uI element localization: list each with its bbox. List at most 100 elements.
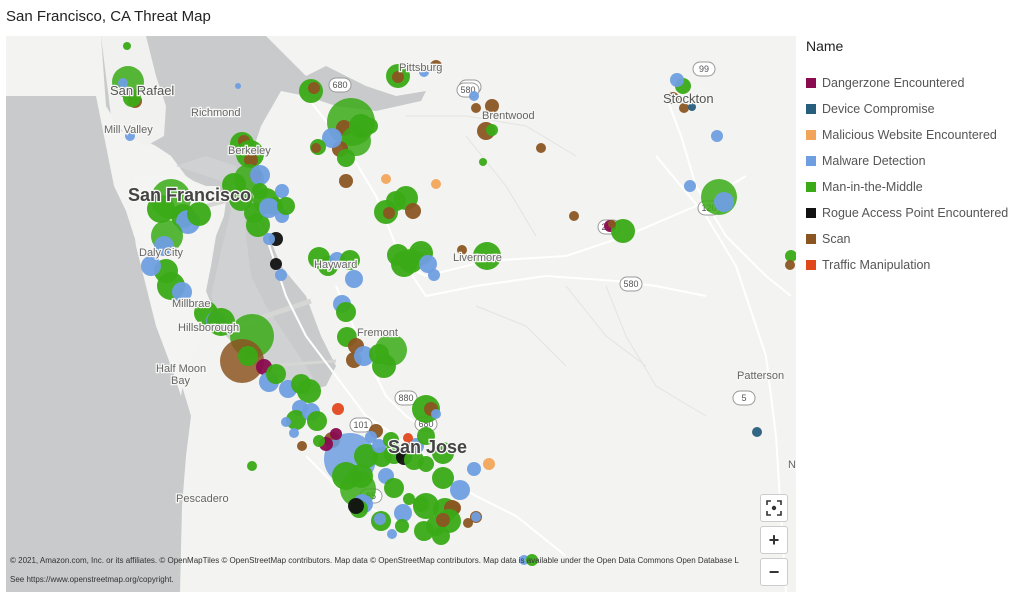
legend-item[interactable]: Dangerzone Encountered bbox=[806, 70, 1016, 96]
threat-marker[interactable] bbox=[483, 458, 495, 470]
threat-marker[interactable] bbox=[286, 410, 306, 430]
threat-marker[interactable] bbox=[313, 435, 325, 447]
threat-marker[interactable] bbox=[141, 256, 161, 276]
threat-marker[interactable] bbox=[330, 428, 342, 440]
legend-item[interactable]: Rogue Access Point Encountered bbox=[806, 200, 1016, 226]
threat-marker[interactable] bbox=[419, 67, 429, 77]
legend-item[interactable]: Man-in-the-Middle bbox=[806, 174, 1016, 200]
threat-marker[interactable] bbox=[235, 83, 241, 89]
threat-marker[interactable] bbox=[667, 92, 679, 104]
recenter-button[interactable] bbox=[760, 494, 788, 522]
threat-marker[interactable] bbox=[270, 258, 282, 270]
threat-marker[interactable] bbox=[266, 364, 286, 384]
threat-marker[interactable] bbox=[608, 220, 616, 228]
threat-marker[interactable] bbox=[428, 269, 440, 281]
threat-marker[interactable] bbox=[450, 480, 470, 500]
threat-marker[interactable] bbox=[714, 192, 734, 212]
threat-marker[interactable] bbox=[340, 250, 360, 270]
threat-marker[interactable] bbox=[275, 269, 287, 281]
threat-marker[interactable] bbox=[785, 250, 796, 262]
threat-marker[interactable] bbox=[785, 260, 795, 270]
threat-marker[interactable] bbox=[281, 417, 291, 427]
threat-marker[interactable] bbox=[394, 504, 412, 522]
threat-marker[interactable] bbox=[711, 130, 723, 142]
threat-marker[interactable] bbox=[247, 461, 257, 471]
legend-item[interactable]: Malware Detection bbox=[806, 148, 1016, 174]
threat-marker[interactable] bbox=[311, 143, 321, 153]
threat-marker[interactable] bbox=[395, 519, 409, 533]
threat-marker[interactable] bbox=[432, 467, 454, 489]
threat-marker[interactable] bbox=[419, 255, 437, 273]
threat-marker[interactable] bbox=[432, 527, 450, 545]
legend-item[interactable]: Traffic Manipulation bbox=[806, 252, 1016, 278]
threat-marker[interactable] bbox=[536, 143, 546, 153]
threat-marker[interactable] bbox=[118, 78, 128, 88]
threat-marker[interactable] bbox=[348, 498, 364, 514]
legend-item[interactable]: Device Compromise bbox=[806, 96, 1016, 122]
threat-map[interactable]: 680499120205580580580880680101855 San Ra… bbox=[6, 36, 796, 592]
threat-marker[interactable] bbox=[372, 439, 386, 453]
threat-marker[interactable] bbox=[418, 456, 434, 472]
threat-marker[interactable] bbox=[387, 529, 397, 539]
threat-marker[interactable] bbox=[473, 242, 501, 270]
threat-marker[interactable] bbox=[679, 103, 689, 113]
threat-marker[interactable] bbox=[471, 512, 481, 522]
threat-marker[interactable] bbox=[688, 103, 696, 111]
threat-marker[interactable] bbox=[187, 202, 211, 226]
threat-marker[interactable] bbox=[238, 346, 258, 366]
threat-marker[interactable] bbox=[519, 555, 529, 565]
threat-marker[interactable] bbox=[486, 124, 498, 136]
threat-marker[interactable] bbox=[611, 219, 635, 243]
threat-marker[interactable] bbox=[123, 89, 141, 107]
threat-marker[interactable] bbox=[467, 462, 481, 476]
threat-marker[interactable] bbox=[457, 245, 467, 255]
threat-marker[interactable] bbox=[259, 198, 279, 218]
threat-marker[interactable] bbox=[277, 197, 295, 215]
threat-marker[interactable] bbox=[752, 427, 762, 437]
threat-marker[interactable] bbox=[374, 513, 386, 525]
threat-marker[interactable] bbox=[403, 433, 413, 443]
threat-marker[interactable] bbox=[362, 118, 378, 134]
threat-marker[interactable] bbox=[436, 513, 450, 527]
threat-marker[interactable] bbox=[244, 153, 258, 167]
map-canvas[interactable]: 680499120205580580580880680101855 San Ra… bbox=[6, 36, 796, 592]
threat-marker[interactable] bbox=[381, 174, 391, 184]
threat-marker[interactable] bbox=[297, 379, 321, 403]
threat-marker[interactable] bbox=[463, 518, 473, 528]
threat-marker[interactable] bbox=[332, 403, 344, 415]
threat-marker[interactable] bbox=[341, 126, 371, 156]
threat-marker[interactable] bbox=[471, 103, 481, 113]
threat-marker[interactable] bbox=[246, 213, 270, 237]
threat-marker[interactable] bbox=[172, 282, 192, 302]
threat-marker[interactable] bbox=[336, 302, 356, 322]
threat-marker[interactable] bbox=[297, 441, 307, 451]
threat-marker[interactable] bbox=[125, 131, 135, 141]
threat-marker[interactable] bbox=[307, 411, 327, 431]
threat-marker[interactable] bbox=[485, 99, 499, 113]
threat-marker[interactable] bbox=[250, 165, 270, 185]
zoom-in-button[interactable]: + bbox=[760, 526, 788, 554]
threat-marker[interactable] bbox=[569, 211, 579, 221]
threat-marker[interactable] bbox=[383, 432, 399, 448]
threat-marker[interactable] bbox=[229, 187, 253, 211]
threat-marker[interactable] bbox=[354, 346, 374, 366]
threat-marker[interactable] bbox=[384, 478, 404, 498]
threat-marker[interactable] bbox=[263, 233, 275, 245]
threat-marker[interactable] bbox=[322, 128, 342, 148]
threat-marker[interactable] bbox=[432, 442, 454, 464]
threat-marker[interactable] bbox=[684, 180, 696, 192]
threat-marker[interactable] bbox=[207, 308, 235, 336]
threat-marker[interactable] bbox=[413, 493, 439, 519]
legend-item[interactable]: Scan bbox=[806, 226, 1016, 252]
legend-item[interactable]: Malicious Website Encountered bbox=[806, 122, 1016, 148]
threat-marker[interactable] bbox=[354, 444, 378, 468]
threat-marker[interactable] bbox=[337, 149, 355, 167]
threat-marker[interactable] bbox=[431, 409, 441, 419]
threat-marker[interactable] bbox=[526, 554, 538, 566]
threat-marker[interactable] bbox=[289, 428, 299, 438]
threat-marker[interactable] bbox=[372, 354, 396, 378]
threat-marker[interactable] bbox=[431, 179, 441, 189]
zoom-out-button[interactable]: − bbox=[760, 558, 788, 586]
threat-marker[interactable] bbox=[345, 270, 363, 288]
threat-marker[interactable] bbox=[275, 184, 289, 198]
